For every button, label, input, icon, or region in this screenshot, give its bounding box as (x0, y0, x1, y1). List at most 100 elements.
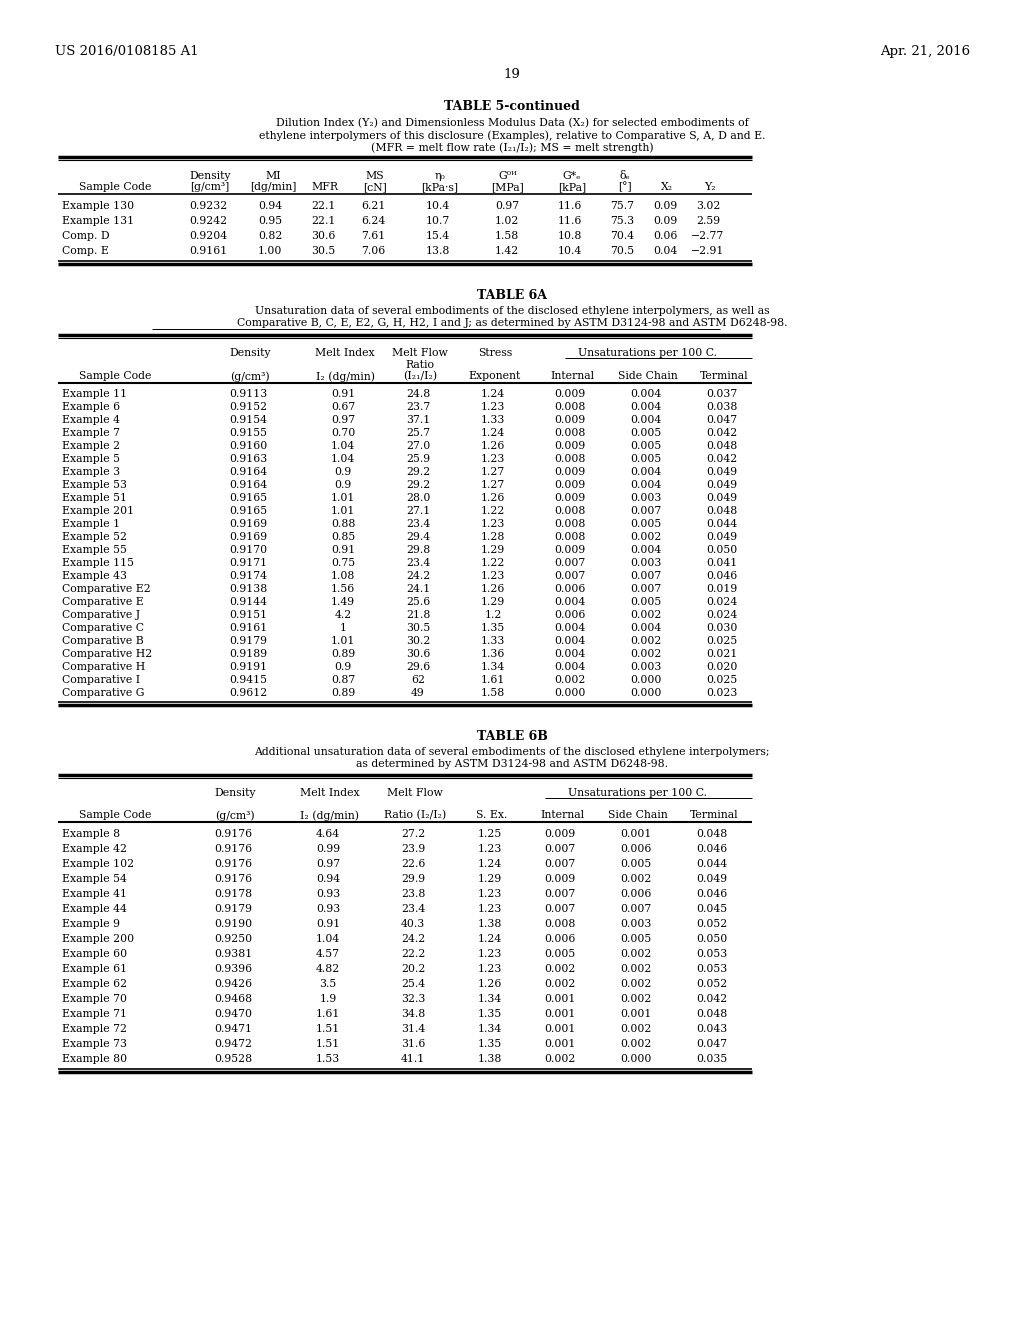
Text: 0.06: 0.06 (653, 231, 677, 242)
Text: 0.004: 0.004 (554, 623, 586, 634)
Text: 0.049: 0.049 (707, 467, 737, 477)
Text: 0.006: 0.006 (621, 888, 651, 899)
Text: Comparative B, C, E, E2, G, H, H2, I and J; as determined by ASTM D3124-98 and A: Comparative B, C, E, E2, G, H, H2, I and… (237, 318, 787, 327)
Text: US 2016/0108185 A1: US 2016/0108185 A1 (55, 45, 199, 58)
Text: 0.008: 0.008 (554, 506, 586, 516)
Text: 0.007: 0.007 (554, 558, 586, 568)
Text: 10.7: 10.7 (426, 216, 451, 226)
Text: [°]: [°] (618, 182, 632, 193)
Text: 25.6: 25.6 (406, 597, 430, 607)
Text: 23.4: 23.4 (406, 558, 430, 568)
Text: Side Chain: Side Chain (608, 810, 668, 820)
Text: 1.23: 1.23 (481, 403, 505, 412)
Text: 15.4: 15.4 (426, 231, 451, 242)
Text: [cN]: [cN] (364, 182, 387, 191)
Text: Example 115: Example 115 (62, 558, 134, 568)
Text: Comparative H: Comparative H (62, 663, 145, 672)
Text: 0.001: 0.001 (545, 1008, 575, 1019)
Text: Ratio: Ratio (406, 360, 434, 370)
Text: 0.046: 0.046 (696, 843, 728, 854)
Text: 0.88: 0.88 (331, 519, 355, 529)
Text: 0.020: 0.020 (707, 663, 737, 672)
Text: 0.001: 0.001 (621, 829, 651, 840)
Text: Ratio (I₂/I₂): Ratio (I₂/I₂) (384, 810, 446, 820)
Text: (MFR = melt flow rate (I₂₁/I₂); MS = melt strength): (MFR = melt flow rate (I₂₁/I₂); MS = mel… (371, 143, 653, 153)
Text: 0.91: 0.91 (315, 919, 340, 929)
Text: Comparative E: Comparative E (62, 597, 143, 607)
Text: 1.04: 1.04 (331, 454, 355, 465)
Text: 0.09: 0.09 (653, 216, 677, 226)
Text: 30.5: 30.5 (406, 623, 430, 634)
Text: 0.70: 0.70 (331, 428, 355, 438)
Text: [kPa]: [kPa] (558, 182, 586, 191)
Text: 0.049: 0.049 (707, 532, 737, 543)
Text: 0.005: 0.005 (621, 935, 651, 944)
Text: 0.9176: 0.9176 (214, 859, 252, 869)
Text: 0.007: 0.007 (545, 904, 575, 913)
Text: 0.9204: 0.9204 (189, 231, 227, 242)
Text: 0.004: 0.004 (631, 389, 662, 399)
Text: 1.23: 1.23 (478, 888, 502, 899)
Text: 10.4: 10.4 (426, 201, 451, 211)
Text: 0.049: 0.049 (696, 874, 728, 884)
Text: 0.047: 0.047 (707, 414, 737, 425)
Text: 0.002: 0.002 (545, 979, 575, 989)
Text: Dilution Index (Y₂) and Dimensionless Modulus Data (X₂) for selected embodiments: Dilution Index (Y₂) and Dimensionless Mo… (275, 117, 749, 128)
Text: 1.23: 1.23 (478, 964, 502, 974)
Text: TABLE 6B: TABLE 6B (476, 730, 548, 743)
Text: 0.99: 0.99 (316, 843, 340, 854)
Text: 0.9169: 0.9169 (229, 532, 267, 543)
Text: 6.21: 6.21 (360, 201, 385, 211)
Text: 0.75: 0.75 (331, 558, 355, 568)
Text: Example 42: Example 42 (62, 843, 127, 854)
Text: 0.001: 0.001 (621, 1008, 651, 1019)
Text: 1.26: 1.26 (481, 583, 505, 594)
Text: Melt Index: Melt Index (300, 788, 359, 799)
Text: 1.53: 1.53 (315, 1053, 340, 1064)
Text: Example 11: Example 11 (62, 389, 127, 399)
Text: 11.6: 11.6 (558, 216, 583, 226)
Text: 0.037: 0.037 (707, 389, 737, 399)
Text: 27.1: 27.1 (406, 506, 430, 516)
Text: Example 4: Example 4 (62, 414, 120, 425)
Text: 0.046: 0.046 (696, 888, 728, 899)
Text: 75.7: 75.7 (610, 201, 634, 211)
Text: 0.9164: 0.9164 (229, 480, 267, 490)
Text: 31.4: 31.4 (400, 1024, 425, 1034)
Text: 30.6: 30.6 (311, 231, 335, 242)
Text: 10.4: 10.4 (558, 246, 582, 256)
Text: 0.005: 0.005 (621, 859, 651, 869)
Text: MS: MS (366, 172, 384, 181)
Text: 1.35: 1.35 (478, 1008, 502, 1019)
Text: 1.34: 1.34 (478, 994, 502, 1005)
Text: 0.004: 0.004 (631, 403, 662, 412)
Text: 0.008: 0.008 (545, 919, 575, 929)
Text: 49: 49 (411, 688, 425, 698)
Text: X₂: X₂ (660, 182, 673, 191)
Text: Density: Density (214, 788, 256, 799)
Text: 30.2: 30.2 (406, 636, 430, 645)
Text: 4.82: 4.82 (315, 964, 340, 974)
Text: 0.9174: 0.9174 (229, 572, 267, 581)
Text: Exponent: Exponent (469, 371, 521, 381)
Text: Example 55: Example 55 (62, 545, 127, 554)
Text: 24.2: 24.2 (406, 572, 430, 581)
Text: 0.004: 0.004 (631, 545, 662, 554)
Text: Example 60: Example 60 (62, 949, 127, 960)
Text: 0.9169: 0.9169 (229, 519, 267, 529)
Text: 1.04: 1.04 (315, 935, 340, 944)
Text: 0.9154: 0.9154 (229, 414, 267, 425)
Text: 1.33: 1.33 (481, 414, 505, 425)
Text: 1.49: 1.49 (331, 597, 355, 607)
Text: Example 102: Example 102 (62, 859, 134, 869)
Text: η₀: η₀ (434, 172, 445, 181)
Text: 0.67: 0.67 (331, 403, 355, 412)
Text: 0.009: 0.009 (545, 874, 575, 884)
Text: Example 72: Example 72 (62, 1024, 127, 1034)
Text: Example 71: Example 71 (62, 1008, 127, 1019)
Text: 0.052: 0.052 (696, 919, 728, 929)
Text: 10.8: 10.8 (558, 231, 583, 242)
Text: 0.9164: 0.9164 (229, 467, 267, 477)
Text: 24.8: 24.8 (406, 389, 430, 399)
Text: 0.004: 0.004 (554, 649, 586, 659)
